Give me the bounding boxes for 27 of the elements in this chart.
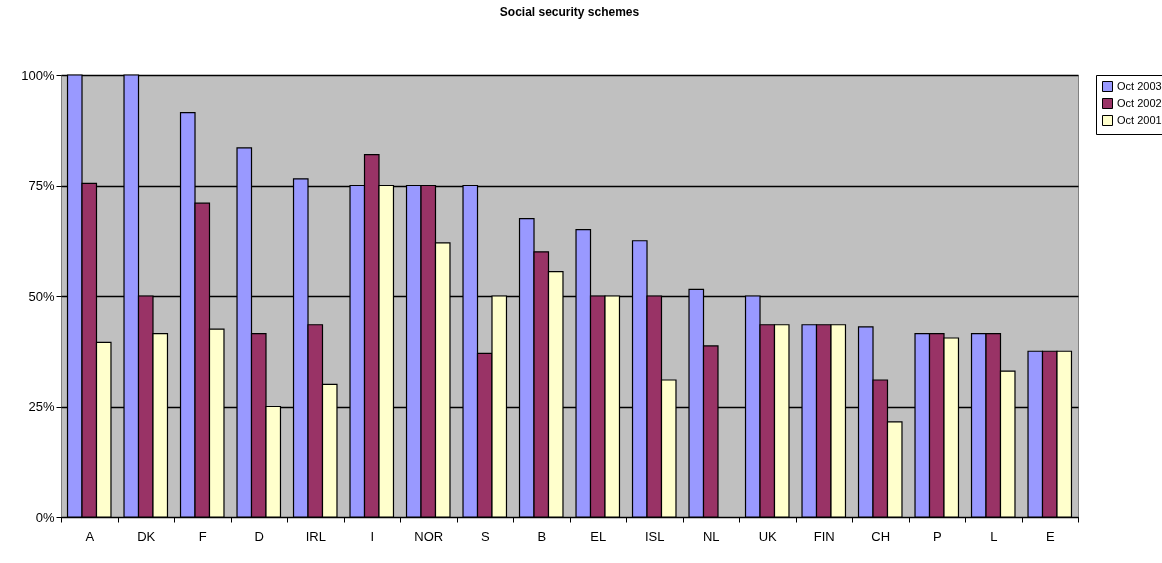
x-tick-label: FIN	[813, 528, 835, 544]
x-tick-label: DK	[137, 528, 156, 544]
x-tick-label: ISL	[644, 528, 665, 544]
chart-title: Social security schemes	[499, 5, 640, 19]
x-tick-label: NOR	[414, 528, 444, 544]
x-tick-label: IRL	[305, 528, 326, 544]
x-tick-label: E	[1045, 528, 1055, 544]
x-tick-label: UK	[758, 528, 778, 544]
y-tick-label: 50%	[28, 288, 55, 304]
x-tick-label: F	[198, 528, 207, 544]
x-tick-label: P	[932, 528, 942, 544]
x-tick-label: D	[254, 528, 264, 544]
x-tick-label: A	[85, 528, 95, 544]
x-tick-label: B	[537, 528, 547, 544]
legend-label: Oct 2002	[1117, 96, 1162, 109]
y-tick-label: 0%	[35, 509, 55, 525]
y-tick-label: 100%	[21, 67, 55, 83]
x-tick-label: L	[990, 528, 998, 544]
y-tick-label: 75%	[28, 178, 55, 193]
x-tick-label: I	[370, 528, 375, 544]
x-tick-label: S	[480, 528, 490, 544]
legend-label: Oct 2001	[1117, 113, 1162, 126]
x-tick-label: CH	[871, 528, 891, 544]
legend-label: Oct 2003	[1117, 79, 1162, 92]
x-tick-label: EL	[590, 528, 607, 544]
y-tick-label: 25%	[28, 399, 55, 414]
x-tick-label: NL	[702, 528, 720, 544]
